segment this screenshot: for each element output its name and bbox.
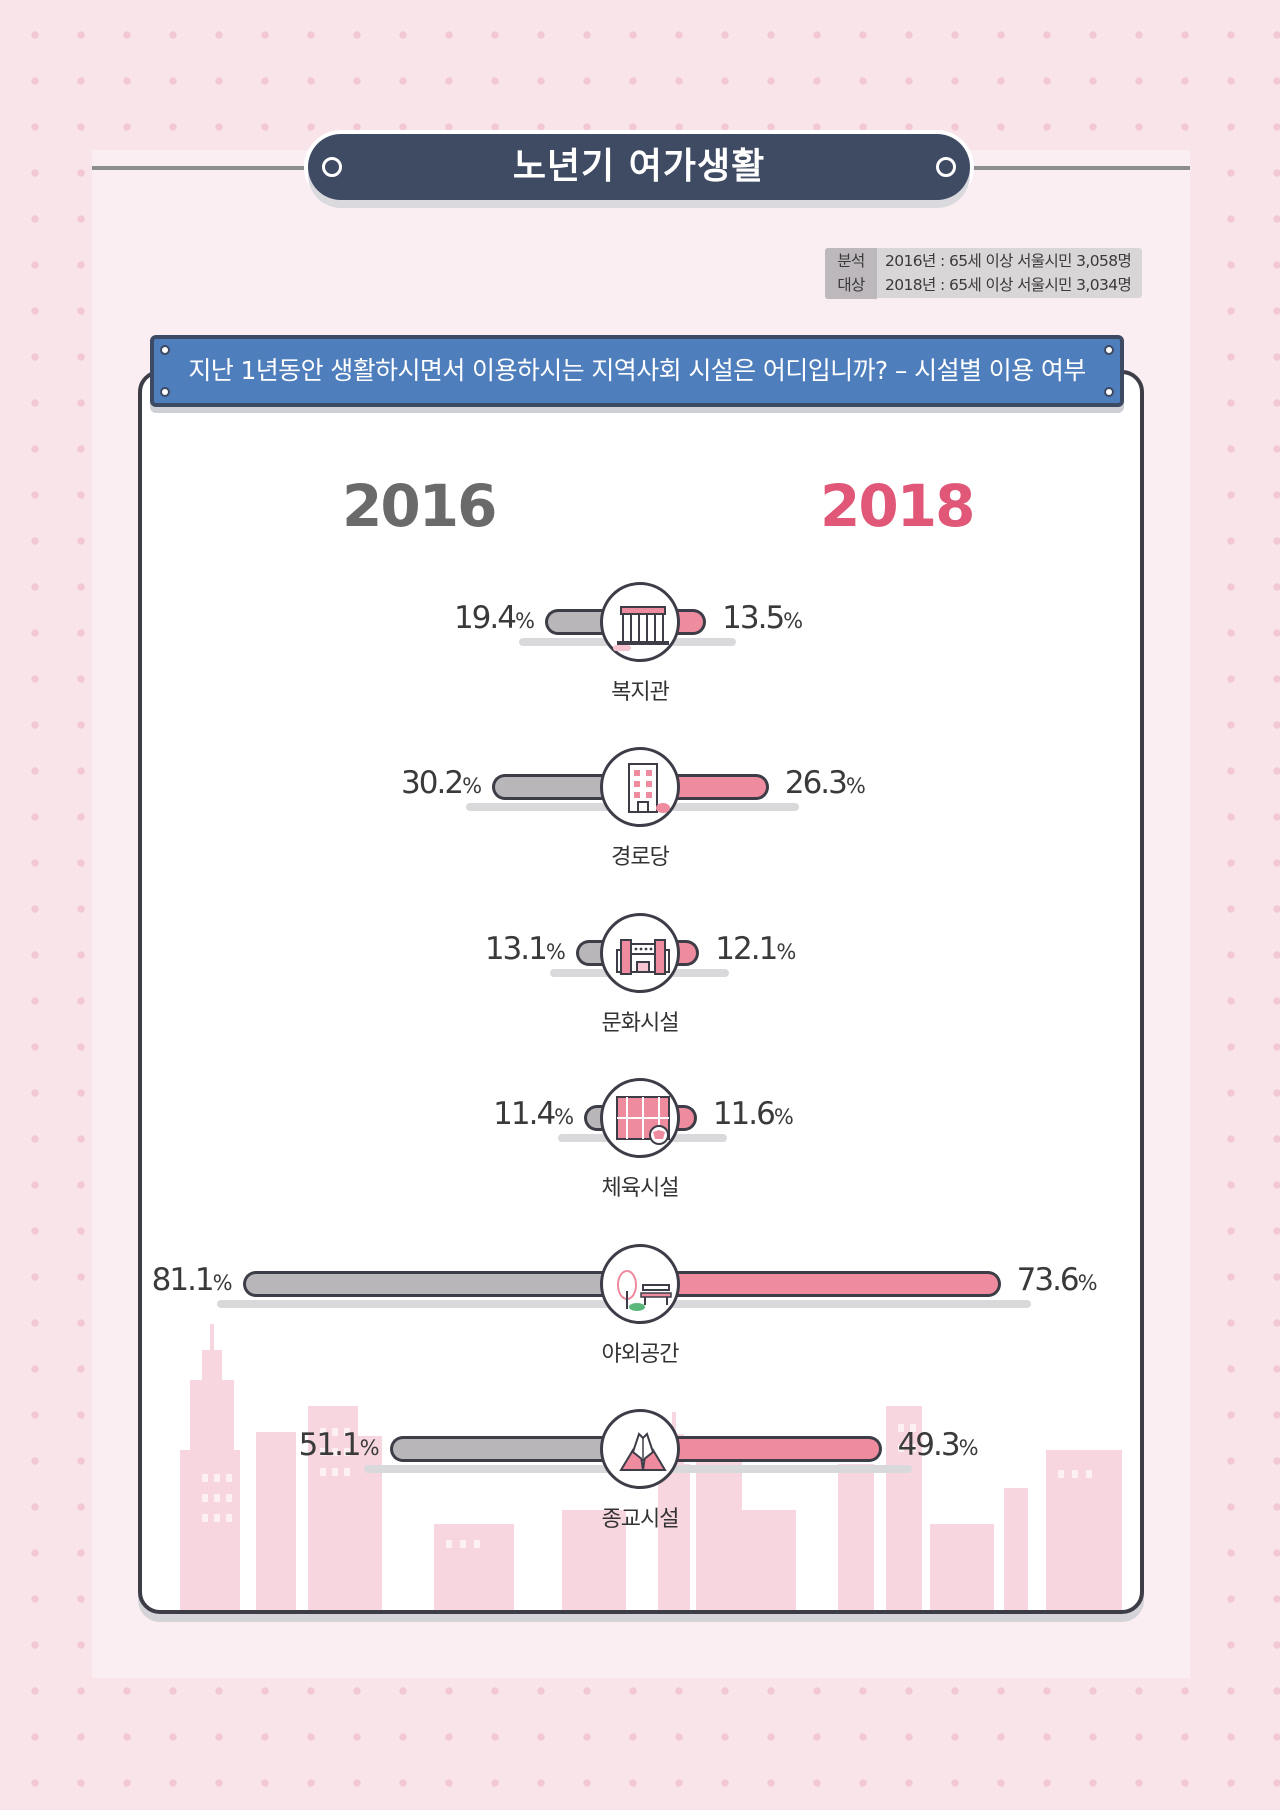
value-number-2016: 11.4 <box>493 1096 556 1132</box>
value-number-2018: 12.1 <box>715 931 778 967</box>
page-title: 노년기 여가생활 <box>512 146 766 187</box>
title-banner: 노년기 여가생활 <box>308 134 970 200</box>
bar-2018-6 <box>640 1436 882 1462</box>
value-label-2018-4: 11.6% <box>713 1096 794 1132</box>
value-label-2016-1: 19.4% <box>454 600 535 636</box>
rivet-bottom-right <box>1104 387 1114 397</box>
value-number-2018: 49.3 <box>897 1427 961 1463</box>
title-dot-left <box>322 157 342 177</box>
value-number-2016: 30.2 <box>401 765 464 801</box>
facility-icon-circle <box>600 1409 680 1489</box>
value-label-2016-3: 13.1% <box>485 931 566 967</box>
value-label-2018-1: 13.5% <box>722 600 803 636</box>
bar-2016-5 <box>242 1271 640 1297</box>
rivet-bottom-left <box>160 387 170 397</box>
facility-icon-circle <box>600 747 680 827</box>
question-banner: 지난 1년동안 생활하시면서 이용하시는 지역사회 시설은 어디입니까? – 시… <box>150 335 1124 407</box>
facility-icon-circle <box>600 1078 680 1158</box>
value-label-2016-6: 51.1% <box>299 1427 380 1463</box>
rivet-top-right <box>1104 345 1114 355</box>
value-number-2016: 13.1 <box>484 931 548 967</box>
facility-label-6: 종교시설 <box>601 1507 680 1532</box>
survey-target-label: 분석 대상 <box>825 248 877 299</box>
value-unit: % <box>783 609 804 633</box>
value-number-2016: 81.1 <box>151 1262 215 1298</box>
value-label-2018-5: 73.6% <box>1017 1262 1098 1298</box>
title-dot-right <box>936 157 956 177</box>
value-unit: % <box>359 1436 380 1460</box>
value-number-2018: 13.5 <box>722 600 785 636</box>
senior-center-icon <box>628 763 670 813</box>
value-unit: % <box>514 609 535 633</box>
culture-facility-icon <box>616 939 670 975</box>
legend-2016: 2016 <box>342 472 497 540</box>
value-number-2018: 73.6 <box>1016 1262 1080 1298</box>
value-unit: % <box>773 1105 794 1129</box>
title-line-left <box>92 166 314 170</box>
welfare-center-icon <box>613 606 669 651</box>
value-label-2018-6: 49.3% <box>898 1427 979 1463</box>
title-line-right <box>964 166 1190 170</box>
value-label-2018-2: 26.3% <box>785 765 866 801</box>
value-unit: % <box>845 774 866 798</box>
facility-label-1: 복지관 <box>611 680 670 705</box>
value-unit: % <box>545 940 566 964</box>
question-text: 지난 1년동안 생활하시면서 이용하시는 지역사회 시설은 어디입니까? – 시… <box>188 356 1086 385</box>
facility-label-2: 경로당 <box>611 845 670 870</box>
value-number-2016: 19.4 <box>453 600 517 636</box>
facility-label-5: 야외공간 <box>601 1342 680 1367</box>
sports-facility-icon <box>616 1096 670 1145</box>
value-number-2016: 51.1 <box>298 1427 362 1463</box>
value-unit: % <box>554 1105 575 1129</box>
value-label-2016-5: 81.1% <box>152 1262 233 1298</box>
legend-2018: 2018 <box>820 472 975 540</box>
value-unit: % <box>776 940 797 964</box>
survey-target-2016: 2016년 : 65세 이상 서울시민 3,058명 <box>885 252 1132 270</box>
value-number-2018: 11.6 <box>712 1096 776 1132</box>
bar-2018-5 <box>640 1271 1001 1297</box>
religion-icon <box>619 1432 667 1471</box>
facility-label-4: 체육시설 <box>601 1176 680 1201</box>
survey-target-2018: 2018년 : 65세 이상 서울시민 3,034명 <box>885 276 1132 294</box>
bar-2016-6 <box>389 1436 640 1462</box>
facility-label-3: 문화시설 <box>601 1011 680 1036</box>
facility-icon-circle <box>600 582 680 662</box>
park-icon <box>617 1270 672 1311</box>
value-label-2018-3: 12.1% <box>715 931 796 967</box>
value-unit: % <box>462 774 483 798</box>
value-unit: % <box>958 1436 979 1460</box>
value-unit: % <box>1077 1271 1098 1295</box>
value-unit: % <box>212 1271 233 1295</box>
value-label-2016-2: 30.2% <box>401 765 482 801</box>
value-label-2016-4: 11.4% <box>493 1096 574 1132</box>
facility-icon-circle <box>600 1244 680 1324</box>
facility-icon-circle <box>600 913 680 993</box>
value-number-2018: 26.3 <box>784 765 848 801</box>
survey-target-box: 분석 대상 2016년 : 65세 이상 서울시민 3,058명 2018년 :… <box>825 248 1142 299</box>
rivet-top-left <box>160 345 170 355</box>
